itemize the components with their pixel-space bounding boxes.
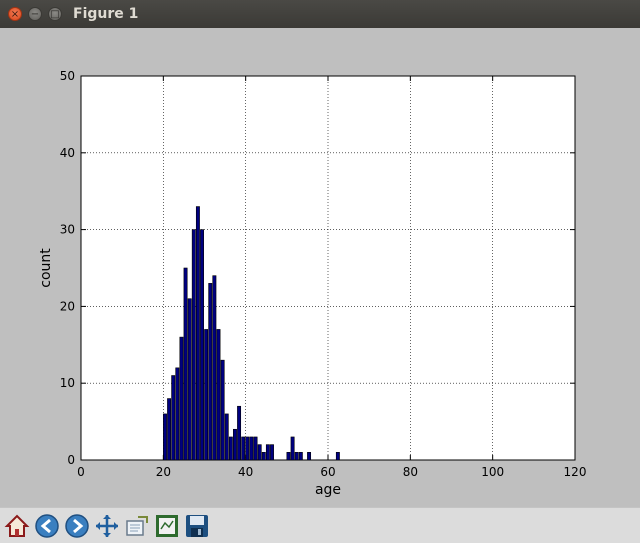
subplots-config-icon: [156, 515, 178, 537]
histogram-bar: [191, 229, 196, 461]
forward-button[interactable]: [63, 512, 91, 540]
y-axis-label: count: [38, 248, 54, 288]
home-icon: [4, 514, 30, 537]
navigation-toolbar: [0, 507, 640, 543]
x-axis-label: age: [315, 482, 341, 498]
histogram-chart: 0 20 40 60 80 100 120 0 10 20 30 40 50 age count: [38, 69, 587, 498]
histogram-bar: [167, 398, 172, 461]
zoom-rect-icon: [126, 516, 148, 536]
bars-group: [163, 206, 340, 461]
histogram-bar: [216, 329, 221, 461]
x-tick-label: 120: [564, 465, 587, 479]
grid-lines: [81, 76, 575, 460]
histogram-bar: [175, 367, 180, 461]
histogram-bar: [307, 452, 312, 461]
histogram-bar: [224, 413, 229, 461]
histogram-bar: [228, 436, 233, 461]
histogram-bar: [265, 444, 270, 461]
back-button[interactable]: [33, 512, 61, 540]
y-tick-label: 10: [60, 376, 75, 390]
pan-button[interactable]: [93, 512, 121, 540]
save-button[interactable]: [183, 512, 211, 540]
histogram-bar: [220, 359, 225, 461]
x-tick-label: 80: [403, 465, 418, 479]
x-tick-label: 0: [77, 465, 85, 479]
histogram-bar: [286, 452, 291, 461]
y-tick-label: 30: [60, 223, 75, 237]
pan-move-icon: [96, 515, 118, 537]
histogram-bar: [200, 229, 204, 461]
histogram-bar: [212, 275, 217, 461]
x-tick-label: 40: [238, 465, 253, 479]
close-window-button[interactable]: ×: [8, 7, 22, 21]
histogram-bar: [290, 436, 295, 461]
histogram-bar: [171, 375, 176, 461]
zoom-button[interactable]: [123, 512, 151, 540]
x-tick-label: 20: [156, 465, 171, 479]
histogram-bar: [253, 436, 258, 461]
forward-arrow-icon: [65, 514, 89, 538]
y-tick-label: 50: [60, 69, 75, 83]
histogram-bar: [163, 413, 167, 461]
home-button[interactable]: [3, 512, 31, 540]
x-tick-label: 100: [481, 465, 504, 479]
figure-canvas[interactable]: 0 20 40 60 80 100 120 0 10 20 30 40 50 age count: [0, 28, 640, 507]
x-tick-label: 60: [320, 465, 335, 479]
histogram-bar: [298, 452, 303, 461]
y-tick-label: 20: [60, 299, 75, 313]
histogram-bar: [245, 436, 250, 461]
window-title: Figure 1: [73, 6, 139, 22]
histogram-bar: [237, 405, 242, 461]
minimize-window-button[interactable]: −: [28, 7, 42, 21]
histogram-bar: [195, 206, 200, 461]
histogram-bar: [187, 298, 192, 461]
histogram-bar: [257, 444, 262, 461]
window-titlebar: × − □ Figure 1: [0, 0, 640, 28]
histogram-bar: [204, 329, 209, 461]
histogram-bar: [335, 452, 340, 461]
histogram-bar: [270, 444, 274, 461]
ticks-group: 0 20 40 60 80 100 120 0 10 20 30 40 50: [60, 69, 587, 479]
histogram-bar: [294, 452, 299, 461]
histogram-bar: [261, 452, 266, 461]
histogram-bar: [249, 436, 254, 461]
y-tick-label: 40: [60, 146, 75, 160]
subplots-button[interactable]: [153, 512, 181, 540]
histogram-bar: [241, 436, 246, 461]
maximize-window-button[interactable]: □: [48, 7, 62, 21]
save-disk-icon: [186, 515, 208, 537]
y-tick-label: 0: [67, 453, 75, 467]
back-arrow-icon: [35, 514, 59, 538]
histogram-bar: [183, 267, 188, 461]
histogram-bar: [233, 428, 237, 461]
histogram-bar: [208, 283, 213, 461]
histogram-bar: [179, 336, 184, 461]
